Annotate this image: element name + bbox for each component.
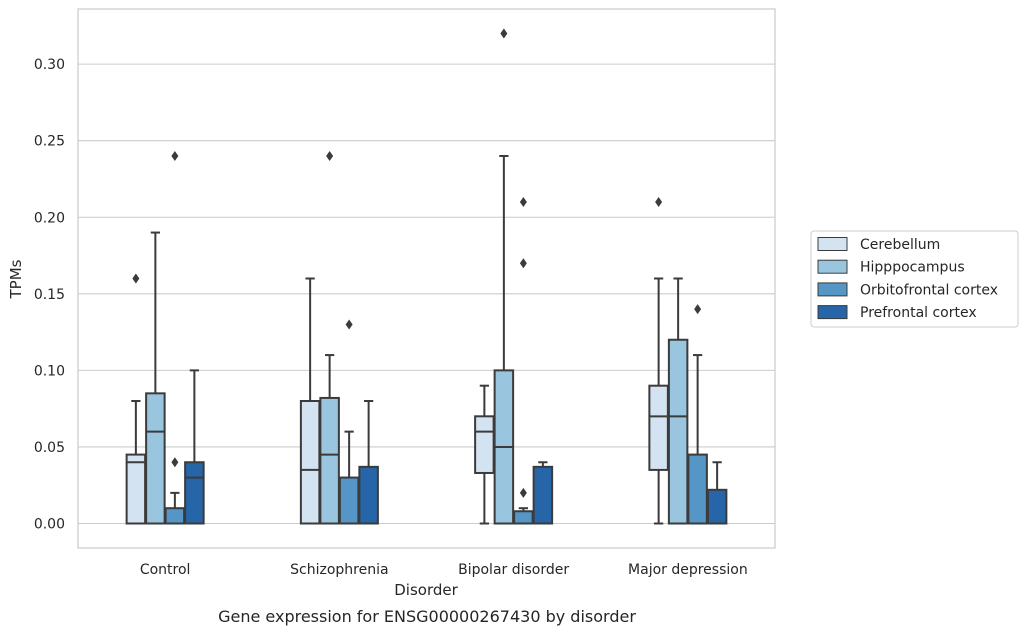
y-tick-label: 0.15 [34,287,65,303]
y-tick-label: 0.05 [34,440,65,456]
y-tick-label: 0.20 [34,210,65,226]
y-tick-label: 0.00 [34,517,65,533]
box-hipppocampus [493,28,515,525]
box-body [319,396,340,525]
box-body [145,392,166,525]
box-body [125,453,147,525]
y-tick-label: 0.25 [34,134,65,150]
legend-label: Cerebellum [860,237,940,253]
legend-swatch [817,259,848,274]
box-body [184,461,205,525]
x-tick-labels: Control Schizophrenia Bipolar disorder Majo… [140,562,748,578]
legend-swatch [817,282,848,297]
box-orbitofrontal-cortex [513,196,534,525]
chart-caption: Gene expression for ENSG00000267430 by d… [218,607,636,626]
box-body [706,488,728,525]
box-prefrontal-cortex [358,400,379,525]
legend-swatch [817,305,848,320]
x-tick-label: Major depression [628,562,748,578]
legend: Cerebellum Hipppocampus Orbitofrontal cort… [810,230,1019,328]
box-orbitofrontal-cortex [164,151,186,525]
outlier-point [500,28,508,39]
outlier-point [132,273,140,284]
box-hipppocampus [145,231,166,525]
outlier-point [519,487,527,498]
box-hipppocampus [319,151,340,525]
box-body [667,338,689,525]
outlier-point [326,151,334,161]
x-axis-title: Disorder [394,581,458,599]
legend-swatch [817,237,848,251]
outlier-point [345,319,353,330]
box-prefrontal-cortex [706,461,728,525]
box-cerebellum [125,273,147,525]
x-tick-label: Control [140,562,191,578]
y-tick-labels: 0.00 0.05 0.10 0.15 0.20 0.25 0.30 [34,57,65,532]
outlier-point [171,151,179,161]
box-prefrontal-cortex [184,369,205,525]
legend-label: Prefrontal cortex [860,305,977,321]
outlier-point [171,457,179,468]
box-body [687,453,708,525]
outlier-point [694,304,702,315]
y-axis-title: TPMs [7,259,25,299]
x-tick-label: Bipolar disorder [458,562,569,578]
outlier-point [655,196,663,207]
y-tick-label: 0.30 [34,57,65,73]
legend-label: Orbitofrontal cortex [860,282,998,298]
box-body [474,415,495,474]
outlier-point [519,196,527,207]
plot-frame [77,8,776,549]
box-orbitofrontal-cortex [687,304,708,525]
box-body [338,476,360,525]
box-body [648,384,669,471]
box-hipppocampus [667,277,689,525]
box-body [532,465,554,525]
box-body [299,400,321,525]
legend-frame [810,230,1019,328]
box-body [164,507,186,525]
box-groups [125,28,728,525]
legend-label: Hipppocampus [860,260,965,276]
y-tick-label: 0.10 [34,363,65,379]
box-body [513,510,534,525]
box-body [358,465,379,525]
box-prefrontal-cortex [532,461,554,525]
x-tick-label: Schizophrenia [290,562,388,578]
outlier-point [519,258,527,269]
